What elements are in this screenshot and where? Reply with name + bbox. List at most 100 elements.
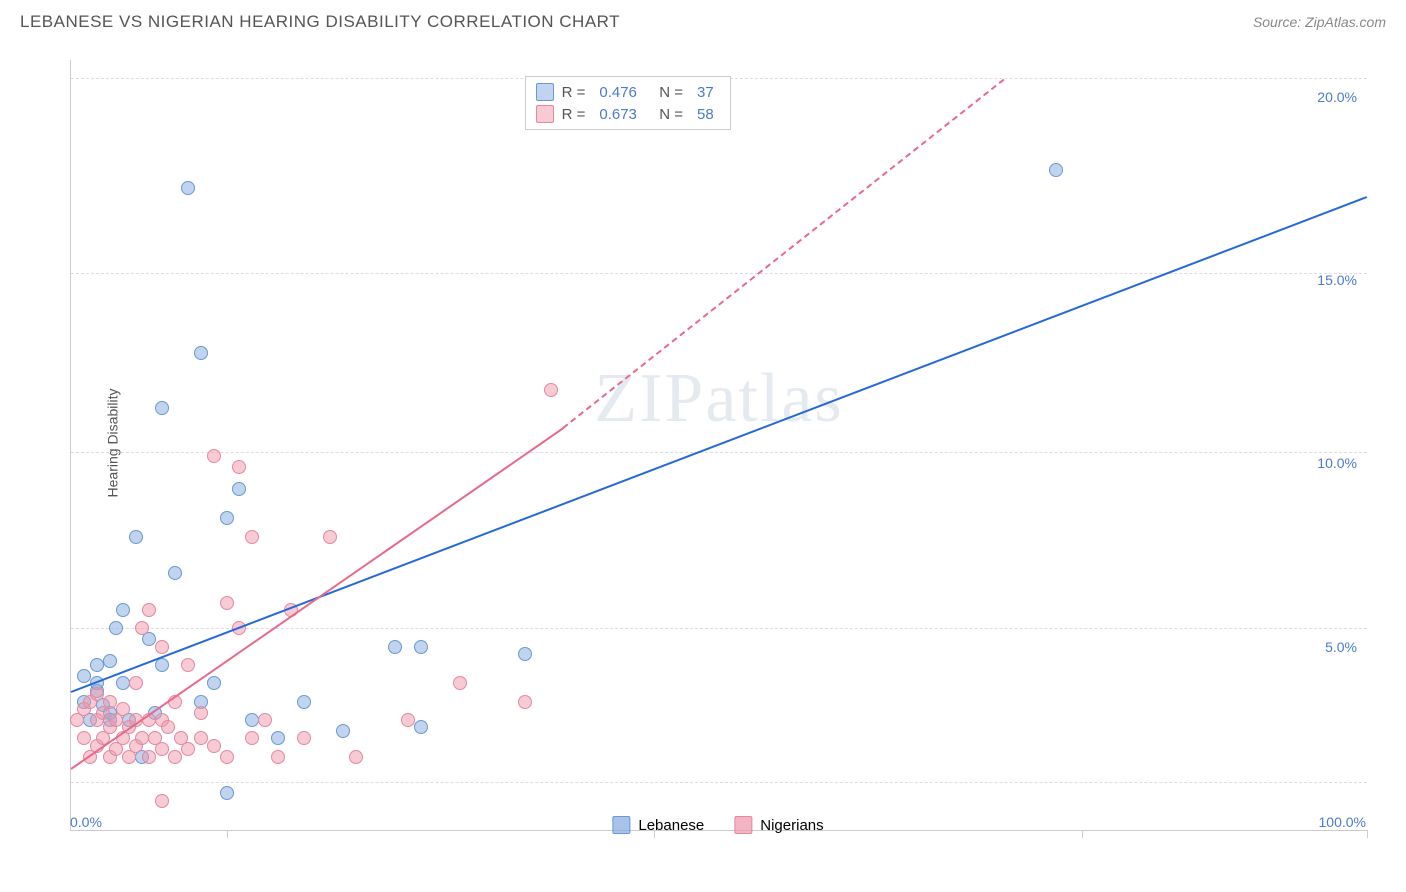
gridline	[71, 782, 1367, 783]
stat-n-label: N =	[651, 84, 683, 101]
data-point	[544, 383, 558, 397]
data-point	[258, 713, 272, 727]
data-point	[90, 687, 104, 701]
data-point	[271, 731, 285, 745]
data-point	[90, 658, 104, 672]
y-tick-label: 5.0%	[1325, 639, 1357, 655]
data-point	[518, 647, 532, 661]
data-point	[103, 654, 117, 668]
data-point	[245, 731, 259, 745]
stat-r-label: R =	[562, 84, 586, 101]
data-point	[161, 720, 175, 734]
data-point	[220, 511, 234, 525]
data-point	[142, 603, 156, 617]
series-swatch	[536, 105, 554, 123]
data-point	[414, 640, 428, 654]
stats-row: R = 0.673 N = 58	[536, 103, 720, 125]
legend-swatch	[734, 816, 752, 834]
data-point	[232, 482, 246, 496]
data-point	[155, 401, 169, 415]
y-tick-label: 20.0%	[1317, 89, 1357, 105]
stat-n-value: 58	[697, 106, 714, 123]
gridline	[71, 273, 1367, 274]
data-point	[207, 449, 221, 463]
data-point	[129, 530, 143, 544]
data-point	[109, 621, 123, 635]
stat-n-label: N =	[651, 106, 683, 123]
gridline	[71, 452, 1367, 453]
data-point	[135, 731, 149, 745]
data-point	[168, 566, 182, 580]
source-attribution: Source: ZipAtlas.com	[1253, 14, 1386, 30]
data-point	[401, 713, 415, 727]
x-tick	[1367, 830, 1368, 838]
trend-line	[563, 79, 1005, 429]
stat-r-value: 0.476	[599, 84, 637, 101]
data-point	[271, 750, 285, 764]
data-point	[168, 750, 182, 764]
trend-line	[71, 196, 1368, 693]
stats-box: R = 0.476 N = 37 R = 0.673 N = 58	[525, 76, 731, 130]
legend-label: Lebanese	[638, 817, 704, 834]
data-point	[194, 706, 208, 720]
source-label: Source:	[1253, 14, 1301, 30]
trend-line	[70, 427, 564, 770]
data-point	[129, 676, 143, 690]
data-point	[336, 724, 350, 738]
data-point	[297, 731, 311, 745]
data-point	[207, 676, 221, 690]
data-point	[349, 750, 363, 764]
plot-area: ZIPatlas 5.0%10.0%15.0%20.0%R =0.476 N =…	[70, 60, 1367, 831]
data-point	[388, 640, 402, 654]
data-point	[245, 713, 259, 727]
data-point	[181, 181, 195, 195]
y-tick-label: 10.0%	[1317, 455, 1357, 471]
legend-item: Nigerians	[734, 816, 823, 834]
legend-item: Lebanese	[612, 816, 704, 834]
data-point	[155, 742, 169, 756]
stat-r-value: 0.673	[599, 106, 637, 123]
series-swatch	[536, 83, 554, 101]
data-point	[116, 702, 130, 716]
legend-label: Nigerians	[760, 817, 823, 834]
data-point	[245, 530, 259, 544]
data-point	[220, 596, 234, 610]
data-point	[220, 750, 234, 764]
data-point	[77, 731, 91, 745]
legend: Lebanese Nigerians	[612, 816, 823, 834]
data-point	[116, 676, 130, 690]
data-point	[155, 794, 169, 808]
data-point	[1049, 163, 1063, 177]
data-point	[220, 786, 234, 800]
y-tick-label: 15.0%	[1317, 272, 1357, 288]
data-point	[116, 603, 130, 617]
data-point	[194, 731, 208, 745]
chart-container: Hearing Disability ZIPatlas 5.0%10.0%15.…	[50, 48, 1386, 838]
stats-row: R = 0.476 N = 37	[536, 81, 720, 103]
data-point	[414, 720, 428, 734]
stat-n-value: 37	[697, 84, 714, 101]
data-point	[103, 695, 117, 709]
x-tick-label: 0.0%	[70, 814, 102, 830]
legend-swatch	[612, 816, 630, 834]
data-point	[232, 460, 246, 474]
data-point	[207, 739, 221, 753]
x-tick	[1082, 830, 1083, 838]
data-point	[135, 621, 149, 635]
data-point	[194, 346, 208, 360]
data-point	[323, 530, 337, 544]
data-point	[77, 669, 91, 683]
header: LEBANESE VS NIGERIAN HEARING DISABILITY …	[0, 0, 1406, 40]
data-point	[142, 750, 156, 764]
source-value: ZipAtlas.com	[1305, 14, 1386, 30]
data-point	[155, 640, 169, 654]
data-point	[181, 742, 195, 756]
x-tick	[227, 830, 228, 838]
stat-r-label: R =	[562, 106, 586, 123]
gridline	[71, 628, 1367, 629]
data-point	[181, 658, 195, 672]
data-point	[453, 676, 467, 690]
data-point	[518, 695, 532, 709]
chart-title: LEBANESE VS NIGERIAN HEARING DISABILITY …	[20, 12, 620, 32]
data-point	[297, 695, 311, 709]
